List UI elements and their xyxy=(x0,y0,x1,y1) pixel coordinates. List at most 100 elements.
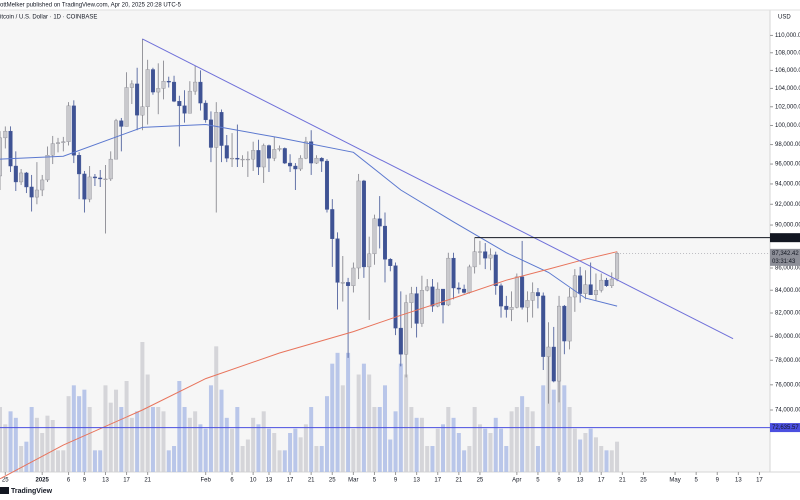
volume-bar xyxy=(562,385,567,472)
candle-body xyxy=(224,145,229,159)
candle-body xyxy=(13,165,18,183)
volume-bar xyxy=(530,411,535,472)
volume-bar xyxy=(324,396,329,472)
x-tick-label: 9 xyxy=(394,478,398,484)
volume-bar xyxy=(483,428,488,472)
candle-body xyxy=(388,259,393,266)
volume-bar xyxy=(219,389,224,472)
candle-body xyxy=(356,180,361,269)
volume-bar xyxy=(114,389,119,472)
volume-bar xyxy=(430,446,435,472)
volume-bar xyxy=(214,346,219,472)
volume-bar xyxy=(261,411,266,472)
x-tick-label: 10 xyxy=(250,478,257,484)
volume-bar xyxy=(87,407,92,472)
candle-body xyxy=(8,130,13,167)
candle-body xyxy=(34,189,39,198)
volume-bar xyxy=(309,407,314,472)
candle-body xyxy=(567,296,572,342)
candle-body xyxy=(135,83,140,116)
volume-bar xyxy=(266,428,271,472)
volume-bar xyxy=(314,446,319,472)
volume-bar xyxy=(208,385,213,472)
volume-bar xyxy=(599,446,604,472)
x-tick-label: 5 xyxy=(373,478,377,484)
candle-body xyxy=(414,293,419,324)
candle-body xyxy=(124,87,129,127)
candle-body xyxy=(77,155,82,175)
candle-body xyxy=(604,279,609,286)
y-tick-label: 96,000.00 xyxy=(775,162,800,168)
candle-body xyxy=(314,157,319,164)
candle-body xyxy=(383,225,388,260)
volume-bar xyxy=(525,407,530,472)
candle-body xyxy=(409,293,414,303)
volume-bar xyxy=(488,433,493,472)
volume-bar xyxy=(92,450,97,472)
volume-bar xyxy=(34,417,39,472)
volume-bar xyxy=(298,437,303,472)
volume-bar xyxy=(135,411,140,472)
volume-bar xyxy=(103,385,108,472)
candle-body xyxy=(166,80,171,83)
candle-body xyxy=(557,305,562,382)
candle-body xyxy=(214,112,219,148)
volume-bar xyxy=(367,374,372,472)
volume-bar xyxy=(3,424,8,472)
x-tick-label: 9 xyxy=(557,478,561,484)
candle-body xyxy=(29,186,34,198)
volume-bar xyxy=(56,450,61,472)
candle-body xyxy=(430,286,435,307)
volume-bar xyxy=(419,417,424,472)
x-tick-label: 5 xyxy=(694,478,698,484)
candle-body xyxy=(3,130,8,139)
volume-bar xyxy=(546,352,551,472)
volume-bar xyxy=(441,424,446,472)
y-tick-label: 80,000.00 xyxy=(775,334,800,340)
volume-bar xyxy=(377,407,382,472)
y-tick-label: 90,000.00 xyxy=(775,223,800,229)
volume-bar xyxy=(166,450,171,472)
candle-body xyxy=(361,180,366,268)
candle-body xyxy=(56,142,61,144)
candle-body xyxy=(40,179,45,191)
candle-body xyxy=(509,307,514,310)
candle-body xyxy=(472,251,477,268)
candle-body xyxy=(245,158,250,161)
candle-body xyxy=(609,278,614,286)
volume-bar xyxy=(50,420,55,472)
candle-body xyxy=(87,176,92,200)
candle-body xyxy=(92,176,97,179)
x-tick-label: 5 xyxy=(536,478,540,484)
volume-bar xyxy=(293,428,298,472)
candle-body xyxy=(583,284,588,294)
y-tick-label: 94,000.00 xyxy=(775,182,800,188)
x-tick-label: Mar xyxy=(348,478,358,484)
x-tick-label: 6 xyxy=(230,478,234,484)
level-label: 88,804.64 xyxy=(772,235,799,241)
candle-body xyxy=(324,160,329,210)
x-tick-label: 25 xyxy=(329,478,336,484)
candle-body xyxy=(150,69,155,93)
candle-body xyxy=(340,282,345,284)
candle-body xyxy=(282,148,287,164)
volume-bar xyxy=(583,433,588,472)
volume-bar xyxy=(604,450,609,472)
volume-bar xyxy=(198,424,203,472)
candle-body xyxy=(235,157,240,160)
volume-bar xyxy=(456,433,461,472)
candle-body xyxy=(45,155,50,181)
candle-body xyxy=(129,83,134,88)
volume-bar xyxy=(409,407,414,472)
volume-bar xyxy=(340,385,345,472)
volume-bar xyxy=(535,446,540,472)
candle-body xyxy=(367,253,372,268)
countdown: 03:31:43 xyxy=(772,259,796,265)
volume-bar xyxy=(356,374,361,472)
candle-body xyxy=(272,149,277,159)
volume-bar xyxy=(277,450,282,472)
volume-bar xyxy=(272,433,277,472)
candle-body xyxy=(114,120,119,160)
volume-bar xyxy=(303,424,308,472)
currency: USD xyxy=(778,15,791,21)
